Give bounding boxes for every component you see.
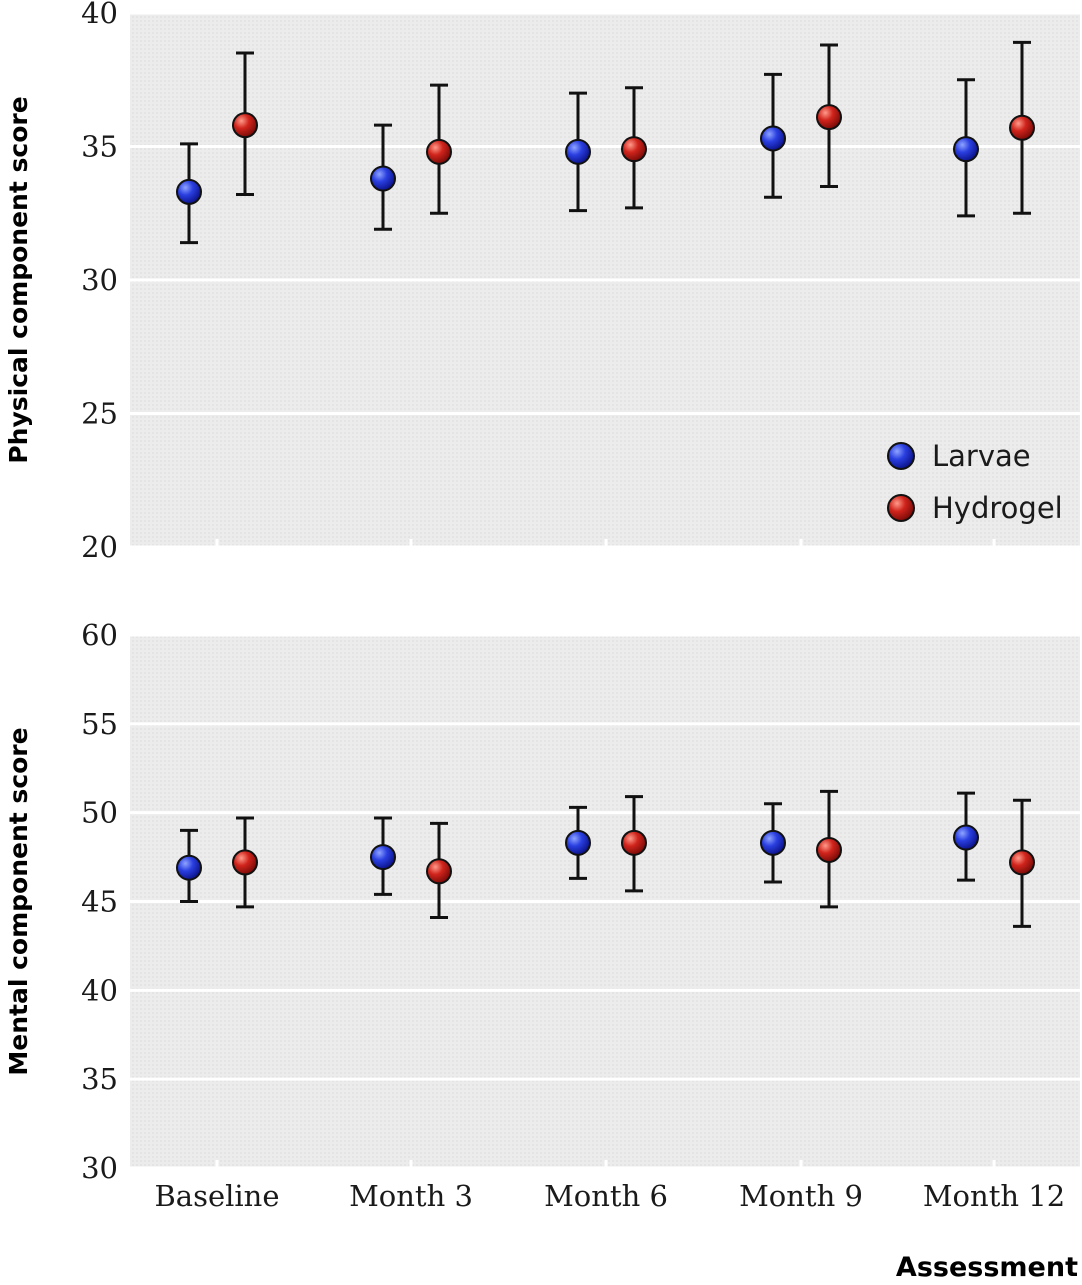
y-tick-label: 35 xyxy=(81,130,118,164)
x-category-label: Baseline xyxy=(154,1179,279,1213)
y-tick-label: 45 xyxy=(81,885,118,919)
series-larvae xyxy=(176,791,979,903)
x-axis-title: Assessment xyxy=(896,1252,1078,1280)
series-hydrogel xyxy=(232,789,1035,928)
y-axis-title: Mental component score xyxy=(4,727,33,1075)
y-tick-label: 30 xyxy=(81,263,118,297)
x-category-label: Month 12 xyxy=(923,1179,1065,1213)
data-point xyxy=(621,829,647,856)
y-tick-label: 55 xyxy=(81,707,118,741)
x-category-label: Month 9 xyxy=(739,1179,863,1213)
y-tick-label: 40 xyxy=(81,973,118,1007)
series-larvae xyxy=(176,72,979,245)
y-tick-label: 40 xyxy=(81,0,118,30)
data-point xyxy=(426,138,452,165)
chart-panel-1: 20 25 30 35 40 Physical component score Larvae… xyxy=(4,0,1080,564)
y-tick-label: 30 xyxy=(81,1151,118,1185)
data-point xyxy=(816,836,842,863)
data-point xyxy=(176,178,202,205)
y-tick-label: 50 xyxy=(81,796,118,830)
data-point xyxy=(953,136,979,163)
series-hydrogel xyxy=(232,40,1035,215)
data-point xyxy=(232,849,258,876)
data-point xyxy=(426,858,452,885)
legend: Larvae Hydrogel xyxy=(887,439,1063,525)
x-category-label: Month 6 xyxy=(544,1179,668,1213)
y-tick-label: 60 xyxy=(81,618,118,652)
y-tick-label: 25 xyxy=(81,397,118,431)
legend-label-larvae: Larvae xyxy=(932,439,1031,473)
legend-marker-larvae xyxy=(887,442,915,470)
data-point xyxy=(760,829,786,856)
data-point xyxy=(621,136,647,163)
data-point xyxy=(1009,849,1035,876)
y-tick-label: 35 xyxy=(81,1062,118,1096)
data-point xyxy=(816,104,842,131)
x-category-label: Month 3 xyxy=(349,1179,473,1213)
data-point xyxy=(760,125,786,152)
data-point xyxy=(565,829,591,856)
data-point xyxy=(176,854,202,881)
data-point xyxy=(232,112,258,139)
data-point xyxy=(370,165,396,192)
legend-label-hydrogel: Hydrogel xyxy=(932,491,1063,525)
data-point xyxy=(565,138,591,165)
chart-panel-2: 30 35 40 45 50 55 60 Mental component score Base… xyxy=(4,618,1080,1283)
legend-marker-hydrogel xyxy=(887,494,915,522)
y-tick-label: 20 xyxy=(81,530,118,564)
data-point xyxy=(1009,114,1035,141)
data-point xyxy=(953,824,979,851)
y-axis-title: Physical component score xyxy=(4,96,33,463)
data-point xyxy=(370,844,396,871)
